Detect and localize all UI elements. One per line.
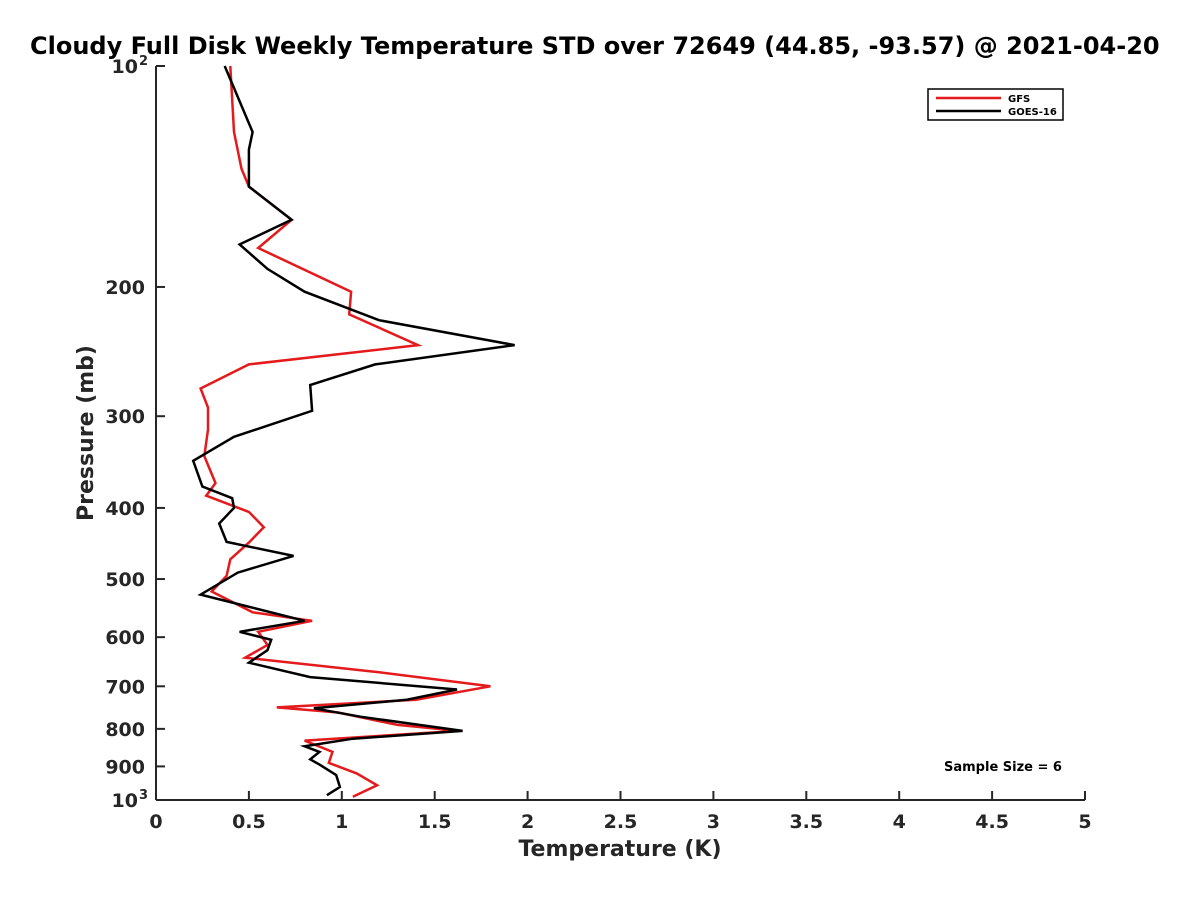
x-tick-label: 3 [707, 811, 720, 833]
y-tick-label: 900 [105, 756, 145, 778]
series-line-gfs [199, 65, 491, 798]
x-axis-label: Temperature (K) [518, 837, 721, 862]
x-tick-label: 1.5 [418, 811, 452, 833]
x-tick-label: 1 [335, 811, 348, 833]
y-tick-exponent: 3 [139, 788, 148, 803]
series-line-goes16 [191, 65, 515, 797]
series-lines [191, 65, 515, 798]
chart-title: Cloudy Full Disk Weekly Temperature STD … [30, 32, 1160, 60]
x-tick-label: 4.5 [975, 811, 1009, 833]
y-tick-label: 10 [112, 790, 138, 812]
legend-box [927, 88, 1064, 121]
sample-size-annotation: Sample Size = 6 [944, 760, 1062, 775]
y-tick-label: 500 [105, 569, 145, 591]
x-axis-ticks: 0 0.5 1 1.5 2 2.5 3 3.5 4 4.5 5 [149, 791, 1092, 833]
x-tick-label: 5 [1078, 811, 1091, 833]
x-tick-label: 4 [893, 811, 906, 833]
y-tick-label: 800 [105, 719, 145, 741]
legend: GFS GOES-16 [927, 88, 1064, 121]
y-tick-label: 10 [112, 56, 138, 78]
y-axis-label: Pressure (mb) [74, 345, 99, 521]
plot-area [155, 66, 1085, 801]
x-tick-label: 0 [149, 811, 162, 833]
legend-label-gfs: GFS [1008, 94, 1030, 105]
y-tick-label: 700 [105, 676, 145, 698]
legend-label-goes16: GOES-16 [1008, 107, 1057, 118]
y-tick-exponent: 2 [139, 54, 148, 69]
y-tick-label: 600 [105, 627, 145, 649]
x-tick-label: 0.5 [232, 811, 266, 833]
x-tick-label: 2.5 [604, 811, 638, 833]
y-tick-label: 200 [105, 277, 145, 299]
y-tick-label: 300 [105, 406, 145, 428]
y-tick-label: 400 [105, 498, 145, 520]
x-tick-label: 3.5 [789, 811, 823, 833]
x-tick-label: 2 [521, 811, 534, 833]
